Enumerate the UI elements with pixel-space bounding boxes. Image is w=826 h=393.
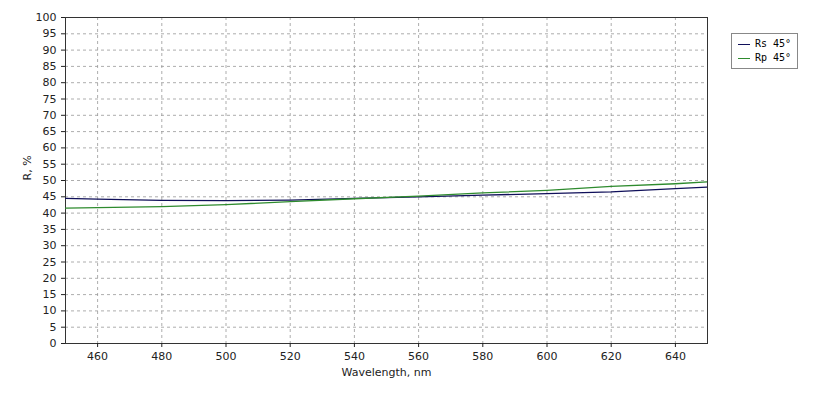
svg-text:65: 65 bbox=[43, 125, 57, 138]
svg-text:R, %: R, % bbox=[21, 155, 34, 180]
svg-text:15: 15 bbox=[43, 288, 57, 301]
svg-text:70: 70 bbox=[43, 109, 57, 122]
svg-text:75: 75 bbox=[43, 93, 57, 106]
svg-text:80: 80 bbox=[43, 76, 57, 89]
svg-text:460: 460 bbox=[87, 350, 108, 363]
svg-text:55: 55 bbox=[43, 158, 57, 171]
svg-text:25: 25 bbox=[43, 256, 57, 269]
svg-text:90: 90 bbox=[43, 44, 57, 57]
svg-text:580: 580 bbox=[472, 350, 493, 363]
svg-text:520: 520 bbox=[280, 350, 301, 363]
svg-text:560: 560 bbox=[408, 350, 429, 363]
svg-text:600: 600 bbox=[537, 350, 558, 363]
svg-text:540: 540 bbox=[344, 350, 365, 363]
svg-text:Wavelength, nm: Wavelength, nm bbox=[342, 366, 432, 379]
svg-text:45: 45 bbox=[43, 190, 57, 203]
svg-text:95: 95 bbox=[43, 27, 57, 40]
svg-text:50: 50 bbox=[43, 174, 57, 187]
html-text:Rp 45°: Rp 45° bbox=[755, 52, 792, 63]
svg-text:0: 0 bbox=[50, 337, 57, 350]
svg-text:640: 640 bbox=[665, 350, 686, 363]
svg-text:500: 500 bbox=[216, 350, 237, 363]
svg-text:40: 40 bbox=[43, 207, 57, 220]
svg-text:60: 60 bbox=[43, 141, 57, 154]
svg-text:620: 620 bbox=[601, 350, 622, 363]
svg-text:100: 100 bbox=[36, 11, 57, 24]
svg-text:30: 30 bbox=[43, 239, 57, 252]
svg-text:35: 35 bbox=[43, 223, 57, 236]
svg-text:5: 5 bbox=[50, 321, 57, 334]
svg-text:20: 20 bbox=[43, 272, 57, 285]
svg-text:85: 85 bbox=[43, 60, 57, 73]
html-text:Rs 45°: Rs 45° bbox=[755, 38, 792, 49]
svg-text:10: 10 bbox=[43, 304, 57, 317]
svg-text:480: 480 bbox=[151, 350, 172, 363]
